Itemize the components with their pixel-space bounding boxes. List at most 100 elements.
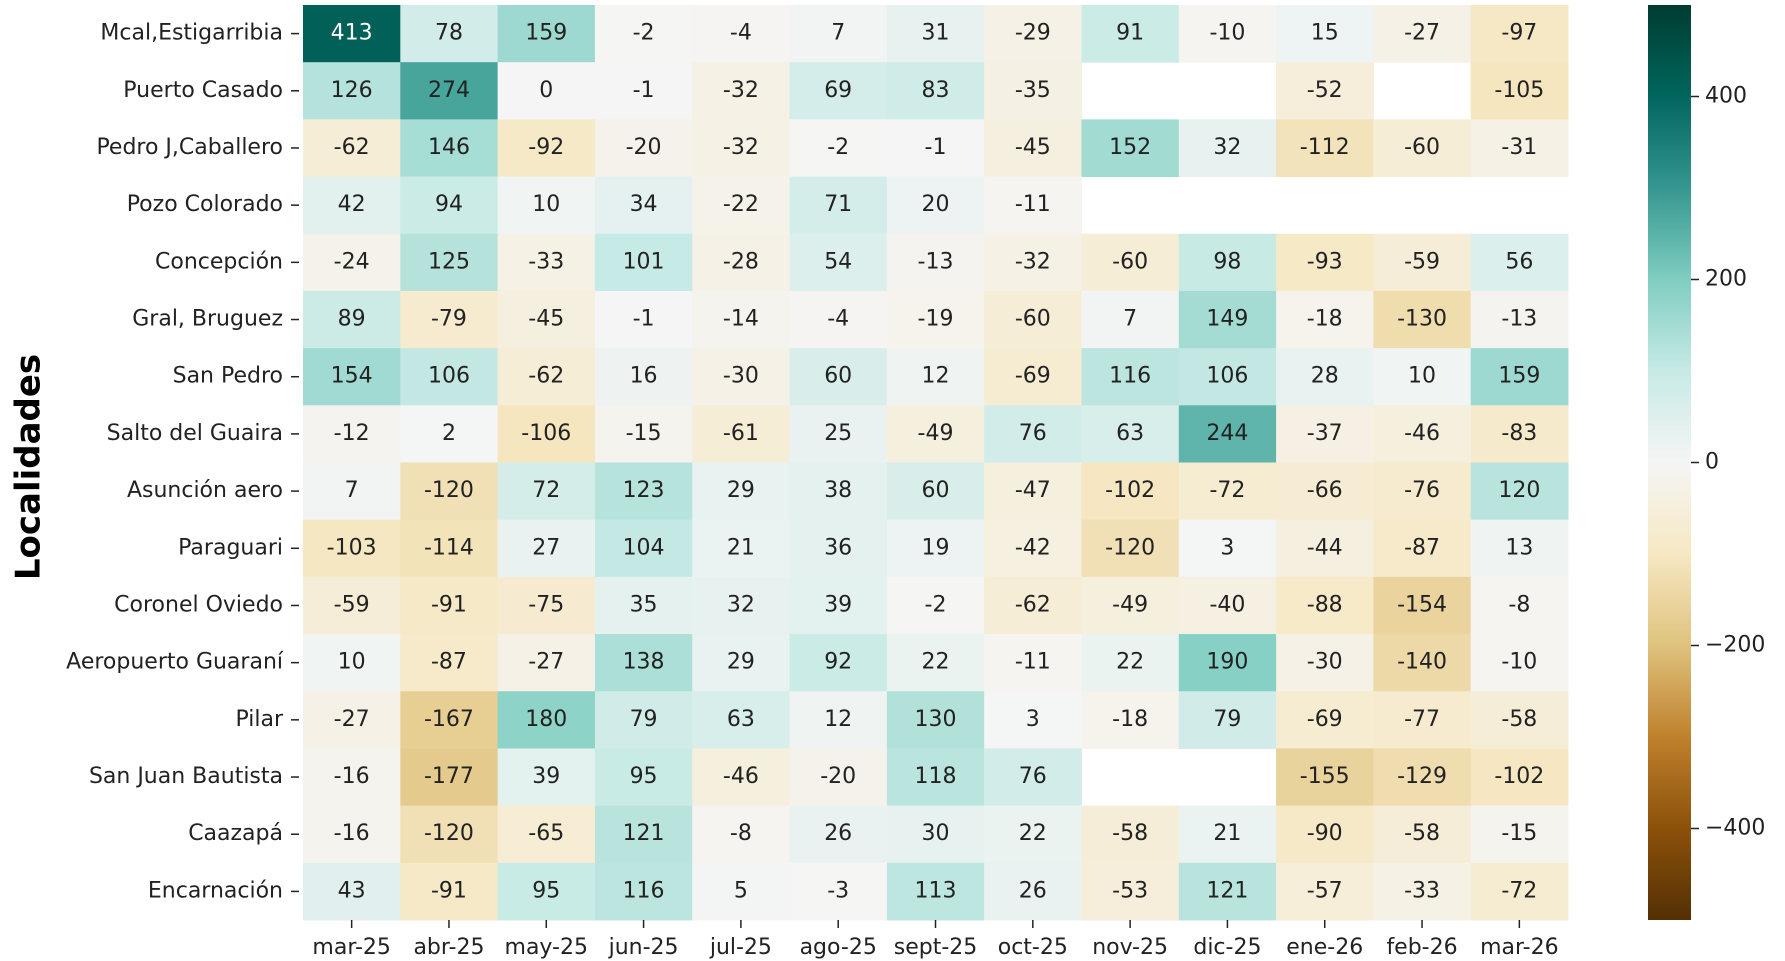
- cell-label: 63: [1116, 421, 1144, 446]
- heatmap-cell: [303, 405, 401, 463]
- cell-label: -69: [1015, 364, 1051, 389]
- heatmap-cell: [1373, 691, 1472, 749]
- heatmap-cell: [1081, 348, 1180, 406]
- y-tick-label: Pilar: [235, 707, 283, 732]
- cell-label: -57: [1307, 878, 1343, 903]
- heatmap-cell: [1470, 862, 1569, 921]
- heatmap-cell: [886, 62, 985, 120]
- heatmap-cell: [886, 748, 985, 807]
- y-tick-label: San Pedro: [173, 364, 283, 389]
- heatmap-cell: [692, 348, 791, 406]
- heatmap-cell: [303, 462, 401, 521]
- cell-label: -16: [334, 764, 370, 789]
- heatmap-cell: [1373, 233, 1472, 292]
- heatmap-cell: [1373, 634, 1472, 692]
- heatmap-cell: [692, 576, 791, 635]
- heatmap-cell: [1276, 576, 1374, 635]
- heatmap-cell: [1276, 748, 1374, 807]
- x-tick-label: abr-25: [413, 935, 484, 960]
- y-tick-label: Gral, Bruguez: [132, 307, 283, 332]
- y-tick-label: San Juan Bautista: [89, 764, 283, 789]
- heatmap-cell: [1178, 405, 1277, 463]
- cell-label: 2: [442, 421, 456, 446]
- cell-label: -12: [334, 421, 370, 446]
- heatmap-cell: [303, 348, 401, 406]
- cell-label: -28: [723, 249, 759, 274]
- cell-label: -8: [730, 821, 752, 846]
- cell-label: -3: [827, 878, 849, 903]
- heatmap-cell: [497, 405, 596, 463]
- heatmap-cell: [1081, 5, 1180, 63]
- heatmap-cell: [1373, 748, 1472, 807]
- heatmap-cell: [789, 748, 888, 807]
- heatmap-cell: [984, 862, 1082, 921]
- cell-label: 69: [824, 78, 852, 103]
- heatmap-cell: [303, 290, 401, 349]
- heatmap-cell: [1081, 519, 1180, 578]
- heatmap-cell: [886, 862, 985, 921]
- cell-label: 12: [824, 707, 852, 732]
- cell-label: -49: [918, 421, 954, 446]
- heatmap-cell: [400, 233, 499, 292]
- cell-label: -90: [1307, 821, 1343, 846]
- cell-label: 5: [734, 878, 748, 903]
- heatmap-cell: [303, 691, 401, 749]
- cell-label: 10: [1408, 364, 1436, 389]
- heatmap-cell: [1470, 62, 1569, 120]
- cell-label: 39: [824, 592, 852, 617]
- y-tick-label: Salto del Guaira: [107, 421, 283, 446]
- cell-label: -46: [723, 764, 759, 789]
- cell-label: 22: [1019, 821, 1047, 846]
- cell-label: -40: [1209, 592, 1245, 617]
- cell-label: 180: [525, 707, 567, 732]
- cell-label: -33: [1404, 878, 1440, 903]
- cell-label: -13: [918, 249, 954, 274]
- heatmap-cell: [303, 62, 401, 120]
- heatmap-cell: [1470, 290, 1569, 349]
- heatmap-cell: [1178, 634, 1277, 692]
- heatmap-cell: [400, 634, 499, 692]
- colorbar-tick-label: 400: [1705, 84, 1747, 109]
- cell-label: -2: [925, 592, 947, 617]
- heatmap-cell: [594, 862, 693, 921]
- cell-label: -91: [431, 878, 467, 903]
- heatmap-cell: [594, 462, 693, 521]
- cell-label: -58: [1404, 821, 1440, 846]
- heatmap-cell: [1081, 691, 1180, 749]
- cell-label: -103: [327, 535, 377, 560]
- heatmap-cell: [594, 748, 693, 807]
- heatmap-cell: [1081, 405, 1180, 463]
- cell-label: -120: [424, 478, 474, 503]
- cell-label: -53: [1112, 878, 1148, 903]
- heatmap-cell: [1470, 233, 1569, 292]
- heatmap-cell: [400, 176, 499, 235]
- cell-label: 71: [824, 192, 852, 217]
- cell-label: -29: [1015, 21, 1051, 46]
- heatmap-cell: [1276, 805, 1374, 864]
- cell-label: 29: [727, 650, 755, 675]
- cell-label: 60: [922, 478, 950, 503]
- cell-label: -88: [1307, 592, 1343, 617]
- x-tick-label: dic-25: [1193, 935, 1261, 960]
- heatmap-cell: [692, 634, 791, 692]
- cell-label: 154: [331, 364, 373, 389]
- cell-label: -69: [1307, 707, 1343, 732]
- cell-label: 106: [428, 364, 470, 389]
- heatmap-cell: [594, 290, 693, 349]
- cell-label: 190: [1206, 650, 1248, 675]
- cell-label: -59: [1404, 249, 1440, 274]
- cell-label: -24: [334, 249, 370, 274]
- cell-label: 125: [428, 249, 470, 274]
- y-tick-label: Pozo Colorado: [127, 192, 283, 217]
- cell-label: -62: [334, 135, 370, 160]
- cell-label: 94: [435, 192, 463, 217]
- heatmap-cell: [400, 62, 499, 120]
- cell-label: 116: [623, 878, 665, 903]
- cell-label: 7: [831, 21, 845, 46]
- cell-label: -140: [1397, 650, 1447, 675]
- cell-label: 121: [1206, 878, 1248, 903]
- cell-label: -15: [1501, 821, 1537, 846]
- heatmap-cell: [497, 519, 596, 578]
- x-tick-label: sept-25: [894, 935, 978, 960]
